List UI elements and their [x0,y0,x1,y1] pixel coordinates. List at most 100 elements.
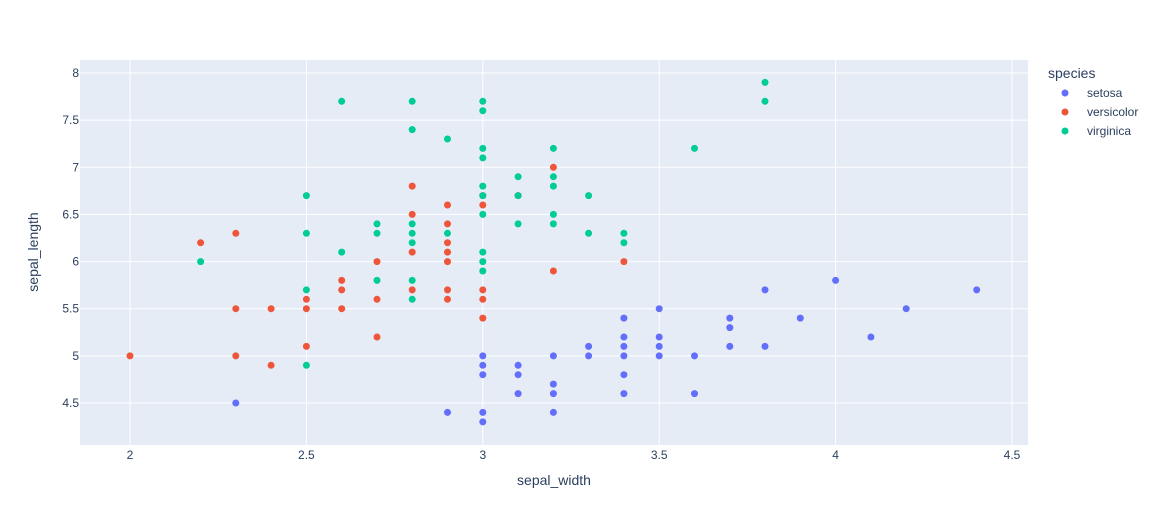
data-point[interactable] [408,182,416,190]
data-point[interactable] [302,286,310,294]
data-point[interactable] [514,220,522,228]
data-point[interactable] [373,258,381,266]
data-point[interactable] [479,314,487,322]
data-point[interactable] [479,418,487,426]
data-point[interactable] [585,342,593,350]
data-point[interactable] [620,258,628,266]
data-point[interactable] [338,97,346,105]
data-point[interactable] [514,192,522,200]
data-point[interactable] [549,390,557,398]
data-point[interactable] [585,229,593,237]
data-point[interactable] [479,192,487,200]
data-point[interactable] [479,352,487,360]
data-point[interactable] [620,333,628,341]
data-point[interactable] [232,229,240,237]
data-point[interactable] [549,267,557,275]
data-point[interactable] [549,380,557,388]
data-point[interactable] [373,220,381,228]
data-point[interactable] [479,361,487,369]
data-point[interactable] [585,352,593,360]
data-point[interactable] [479,182,487,190]
data-point[interactable] [479,286,487,294]
data-point[interactable] [444,248,451,256]
data-point[interactable] [338,305,346,313]
data-point[interactable] [444,258,451,266]
data-point[interactable] [761,97,769,105]
data-point[interactable] [726,342,734,350]
data-point[interactable] [620,239,628,247]
data-point[interactable] [302,295,310,303]
data-point[interactable] [338,248,346,256]
data-point[interactable] [655,333,663,341]
data-point[interactable] [444,220,451,228]
data-point[interactable] [302,342,310,350]
data-point[interactable] [620,229,628,237]
data-point[interactable] [373,295,381,303]
data-point[interactable] [267,305,275,313]
data-point[interactable] [338,276,346,284]
data-point[interactable] [373,333,381,341]
data-point[interactable] [514,371,522,379]
data-point[interactable] [620,314,628,322]
data-point[interactable] [444,295,451,303]
data-point[interactable] [549,173,557,181]
data-point[interactable] [796,314,804,322]
data-point[interactable] [338,286,346,294]
data-point[interactable] [549,144,557,152]
data-point[interactable] [514,390,522,398]
data-point[interactable] [479,295,487,303]
data-point[interactable] [761,286,769,294]
data-point[interactable] [408,286,416,294]
data-point[interactable] [549,163,557,171]
data-point[interactable] [408,220,416,228]
data-point[interactable] [867,333,875,341]
data-point[interactable] [444,239,451,247]
data-point[interactable] [620,342,628,350]
data-point[interactable] [444,286,451,294]
data-point[interactable] [761,342,769,350]
data-point[interactable] [479,371,487,379]
data-point[interactable] [726,324,734,332]
data-point[interactable] [691,144,698,152]
data-point[interactable] [973,286,981,294]
data-point[interactable] [479,144,487,152]
data-point[interactable] [655,342,663,350]
data-point[interactable] [267,361,275,369]
data-point[interactable] [302,305,310,313]
data-point[interactable] [832,276,840,284]
data-point[interactable] [408,97,416,105]
data-point[interactable] [726,314,734,322]
data-point[interactable] [302,361,310,369]
data-point[interactable] [479,107,487,115]
data-point[interactable] [514,361,522,369]
legend-item-versicolor[interactable]: versicolor [1061,105,1139,119]
data-point[interactable] [549,352,557,360]
data-point[interactable] [373,276,381,284]
data-point[interactable] [585,192,593,200]
data-point[interactable] [232,305,240,313]
data-point[interactable] [197,258,205,266]
data-point[interactable] [408,239,416,247]
data-point[interactable] [408,210,416,218]
data-point[interactable] [197,239,205,247]
data-point[interactable] [479,154,487,162]
data-point[interactable] [479,201,487,209]
data-point[interactable] [479,408,487,416]
data-point[interactable] [549,220,557,228]
data-point[interactable] [444,201,451,209]
legend-item-setosa[interactable]: setosa [1061,86,1123,100]
data-point[interactable] [691,390,698,398]
data-point[interactable] [655,305,663,313]
data-point[interactable] [126,352,134,360]
data-point[interactable] [408,229,416,237]
data-point[interactable] [902,305,910,313]
data-point[interactable] [444,135,451,143]
data-point[interactable] [479,97,487,105]
data-point[interactable] [479,267,487,275]
data-point[interactable] [655,352,663,360]
data-point[interactable] [479,248,487,256]
data-point[interactable] [302,192,310,200]
data-point[interactable] [408,248,416,256]
data-point[interactable] [691,352,698,360]
data-point[interactable] [620,371,628,379]
